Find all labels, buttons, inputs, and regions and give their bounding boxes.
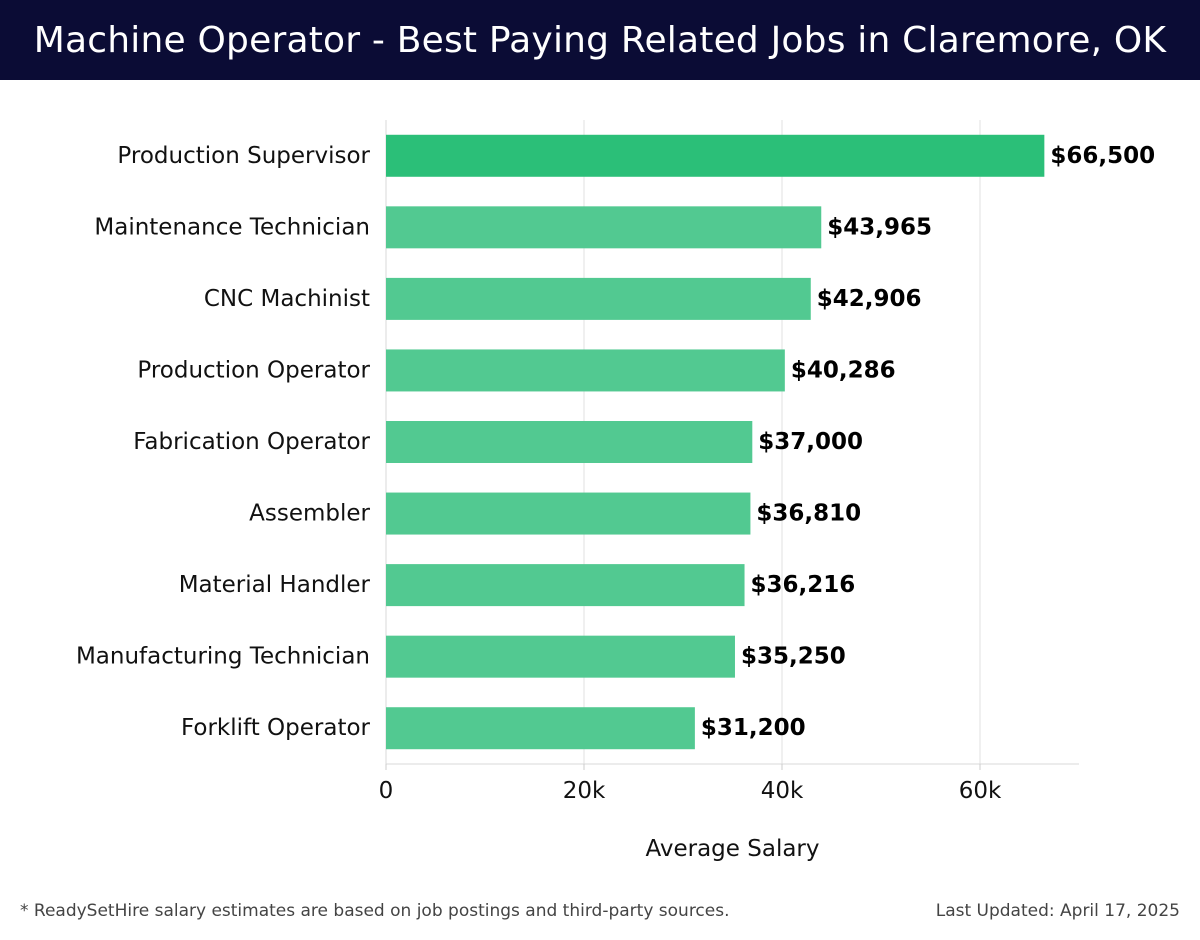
category-label: Assembler: [249, 501, 370, 527]
category-label: Manufacturing Technician: [76, 644, 370, 670]
bar: [386, 492, 751, 535]
data-label: $42,906: [817, 286, 922, 312]
category-label: Material Handler: [179, 572, 371, 598]
bar: [386, 349, 785, 392]
bar: [386, 564, 745, 607]
data-label: $40,286: [791, 357, 896, 383]
last-updated: Last Updated: April 17, 2025: [935, 901, 1180, 921]
data-label: $43,965: [827, 214, 932, 240]
data-label: $31,200: [701, 715, 806, 741]
data-label: $66,500: [1050, 143, 1155, 169]
data-label: $35,250: [741, 644, 846, 670]
data-label: $36,810: [756, 501, 861, 527]
category-label: Production Operator: [137, 357, 370, 383]
category-label: Maintenance Technician: [94, 214, 370, 240]
data-label: $37,000: [758, 429, 863, 455]
bar: [386, 421, 753, 463]
bar: [386, 134, 1045, 177]
x-tick-label: 40k: [761, 778, 804, 804]
bar: [386, 635, 735, 678]
category-label: Production Supervisor: [117, 143, 370, 169]
data-label: $36,216: [751, 572, 856, 598]
x-tick-label: 20k: [563, 778, 606, 804]
bar: [386, 206, 822, 249]
category-label: Forklift Operator: [181, 715, 371, 741]
chart-title: Machine Operator - Best Paying Related J…: [33, 19, 1167, 61]
salary-bar-chart: Production Supervisor $66,500 Maintenance …: [76, 120, 1155, 862]
category-label: Fabrication Operator: [133, 429, 370, 455]
bar: [386, 707, 695, 750]
x-tick-label: 60k: [959, 778, 1002, 804]
x-tick-label: 0: [379, 778, 394, 804]
bar: [386, 277, 811, 320]
x-axis-title: Average Salary: [645, 836, 819, 862]
chart-header: Machine Operator - Best Paying Related J…: [0, 0, 1200, 80]
category-label: CNC Machinist: [204, 286, 370, 312]
footnote: * ReadySetHire salary estimates are base…: [20, 901, 730, 921]
